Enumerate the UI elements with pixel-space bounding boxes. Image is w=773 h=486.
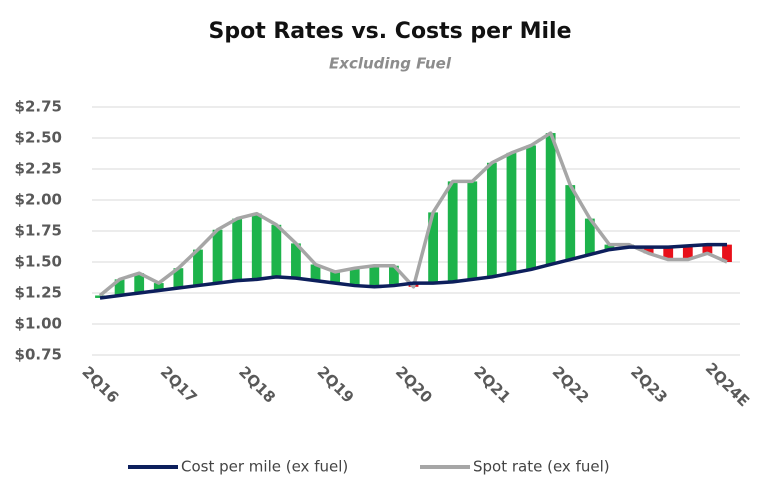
spread-bar bbox=[702, 244, 713, 254]
spread-bar bbox=[663, 247, 674, 260]
series-line bbox=[99, 242, 727, 300]
spread-bar bbox=[447, 181, 458, 282]
y-tick-label: $0.75 bbox=[15, 346, 62, 364]
spread-bar bbox=[349, 268, 360, 286]
x-tick-label: 2Q19 bbox=[314, 363, 358, 407]
x-tick-label: 2Q22 bbox=[549, 363, 593, 407]
spread-bar bbox=[584, 218, 595, 255]
x-tick-label: 2Q20 bbox=[392, 363, 436, 407]
y-tick-label: $1.00 bbox=[15, 315, 62, 333]
spread-bar bbox=[545, 133, 556, 265]
legend-label: Spot rate (ex fuel) bbox=[473, 458, 610, 476]
legend-label: Cost per mile (ex fuel) bbox=[181, 458, 348, 476]
x-tick-label: 2Q17 bbox=[157, 363, 201, 407]
y-tick-label: $1.50 bbox=[15, 253, 62, 271]
spread-bar bbox=[291, 243, 301, 279]
spread-bar bbox=[212, 229, 223, 284]
spread-bar bbox=[565, 185, 576, 260]
spread-bar bbox=[251, 213, 262, 280]
spread-bar bbox=[643, 247, 654, 254]
y-tick-label: $1.75 bbox=[15, 222, 62, 240]
spread-bar bbox=[389, 265, 399, 286]
y-tick-label: $2.25 bbox=[15, 160, 62, 178]
spread-bar bbox=[604, 244, 615, 250]
x-tick-label: 2Q16 bbox=[78, 363, 122, 407]
spread-bar bbox=[467, 181, 478, 280]
x-tick-label: 2Q18 bbox=[235, 363, 279, 407]
chart-title: Spot Rates vs. Costs per Mile bbox=[208, 19, 571, 44]
spread-bar bbox=[526, 145, 536, 270]
y-tick-label: $2.75 bbox=[15, 98, 62, 116]
x-tick-label: 2Q21 bbox=[470, 363, 514, 407]
x-tick-label: 2Q23 bbox=[627, 363, 671, 407]
y-tick-label: $2.00 bbox=[15, 191, 62, 209]
x-tick-label: 2Q24E bbox=[702, 359, 753, 410]
y-tick-label: $2.50 bbox=[15, 129, 62, 147]
spread-bar bbox=[232, 218, 243, 281]
spread-bar bbox=[271, 224, 282, 277]
spread-bar bbox=[330, 271, 341, 284]
spread-bar bbox=[722, 244, 732, 262]
spread-bar bbox=[310, 264, 321, 281]
spread-bar bbox=[153, 283, 164, 291]
spread-bar bbox=[134, 273, 145, 293]
spread-bar bbox=[486, 162, 497, 277]
spread-bar bbox=[114, 279, 125, 296]
spread-bar bbox=[428, 212, 438, 284]
spread-bar bbox=[682, 245, 693, 260]
chart-subtitle: Excluding Fuel bbox=[329, 55, 452, 73]
spread-bar bbox=[506, 152, 517, 274]
spread-bar bbox=[369, 265, 380, 287]
spread-bar bbox=[173, 268, 184, 289]
series-line bbox=[98, 131, 728, 297]
spread-bar bbox=[193, 249, 203, 286]
y-tick-label: $1.25 bbox=[15, 284, 62, 302]
